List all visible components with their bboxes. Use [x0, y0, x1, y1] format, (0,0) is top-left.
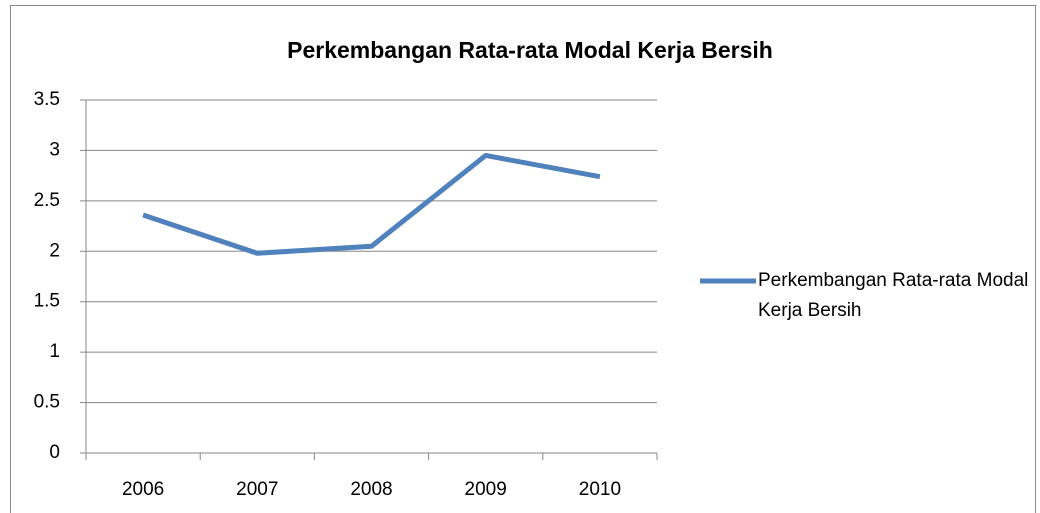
- x-tick-label: 2009: [465, 479, 507, 500]
- y-tick-label: 2: [49, 240, 60, 261]
- x-tick-label: 2006: [122, 479, 164, 500]
- chart-border: [10, 5, 1036, 513]
- y-tick-label: 1: [49, 341, 60, 362]
- y-tick-label: 0: [49, 442, 60, 463]
- y-tick-label: 3: [49, 139, 60, 160]
- chart-title: Perkembangan Rata-rata Modal Kerja Bersi…: [287, 37, 773, 63]
- y-tick-label: 0.5: [34, 392, 60, 413]
- x-tick-label: 2007: [236, 479, 278, 500]
- y-tick-label: 3.5: [34, 89, 60, 110]
- legend-label: Perkembangan Rata-rata Modal Kerja Bersi…: [758, 270, 1029, 321]
- data-line: [142, 152, 601, 256]
- y-tick-label: 1.5: [34, 291, 60, 312]
- x-tick-label: 2010: [579, 479, 621, 500]
- x-tick-label: 2008: [350, 479, 392, 500]
- y-tick-label: 2.5: [34, 190, 60, 211]
